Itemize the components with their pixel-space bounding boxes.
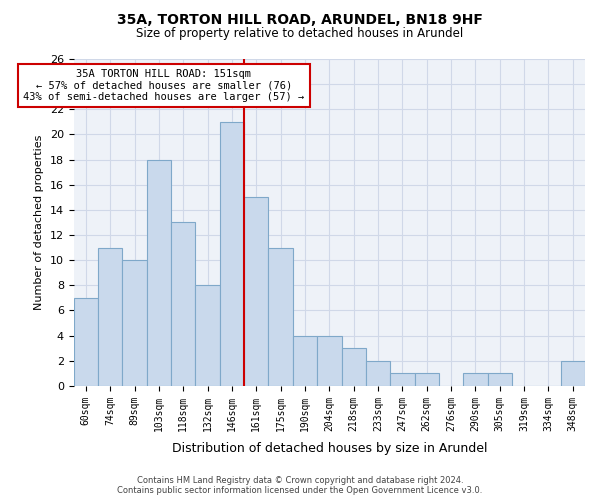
Bar — [560, 361, 585, 386]
X-axis label: Distribution of detached houses by size in Arundel: Distribution of detached houses by size … — [172, 442, 487, 455]
Bar — [220, 122, 244, 386]
Bar — [244, 198, 268, 386]
Bar — [74, 298, 98, 386]
Y-axis label: Number of detached properties: Number of detached properties — [34, 135, 44, 310]
Bar — [463, 374, 488, 386]
Text: 35A TORTON HILL ROAD: 151sqm
← 57% of detached houses are smaller (76)
43% of se: 35A TORTON HILL ROAD: 151sqm ← 57% of de… — [23, 69, 304, 102]
Text: 35A, TORTON HILL ROAD, ARUNDEL, BN18 9HF: 35A, TORTON HILL ROAD, ARUNDEL, BN18 9HF — [117, 12, 483, 26]
Bar — [341, 348, 366, 386]
Text: Size of property relative to detached houses in Arundel: Size of property relative to detached ho… — [136, 28, 464, 40]
Bar — [196, 286, 220, 386]
Bar — [268, 248, 293, 386]
Bar — [390, 374, 415, 386]
Bar — [171, 222, 196, 386]
Bar — [488, 374, 512, 386]
Bar — [415, 374, 439, 386]
Text: Contains HM Land Registry data © Crown copyright and database right 2024.
Contai: Contains HM Land Registry data © Crown c… — [118, 476, 482, 495]
Bar — [122, 260, 147, 386]
Bar — [98, 248, 122, 386]
Bar — [366, 361, 390, 386]
Bar — [317, 336, 341, 386]
Bar — [147, 160, 171, 386]
Bar — [293, 336, 317, 386]
